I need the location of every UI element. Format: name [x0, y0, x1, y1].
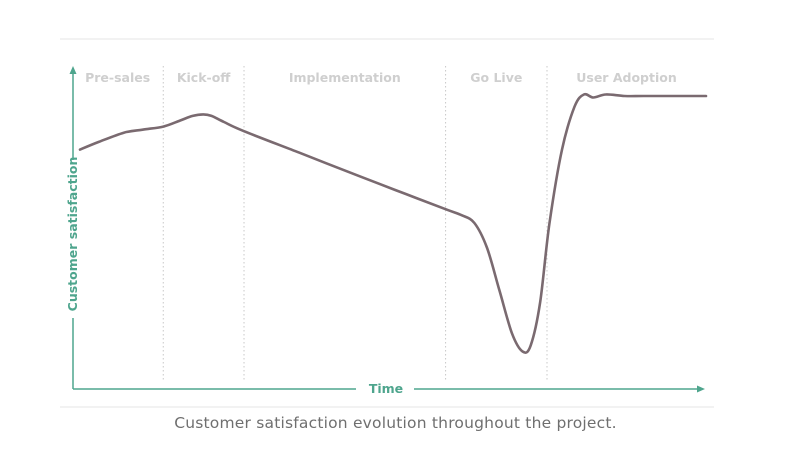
phase-label: Kick-off	[177, 70, 231, 85]
y-axis-arrowhead	[69, 66, 77, 74]
y-axis-label: Customer satisfaction	[65, 157, 80, 312]
phase-label: Go Live	[470, 70, 522, 85]
phase-label: User Adoption	[576, 70, 677, 85]
x-axis-arrowhead	[697, 385, 705, 393]
phase-label: Pre-sales	[85, 70, 150, 85]
x-axis-label: Time	[369, 381, 403, 396]
phase-dividers	[162, 66, 548, 380]
series-line-satisfaction	[78, 92, 708, 354]
phase-label: Implementation	[289, 70, 401, 85]
phase-labels: Pre-sales Kick-off Implementation Go Live Us…	[85, 70, 677, 85]
figure-caption: Customer satisfaction evolution througho…	[174, 414, 617, 432]
